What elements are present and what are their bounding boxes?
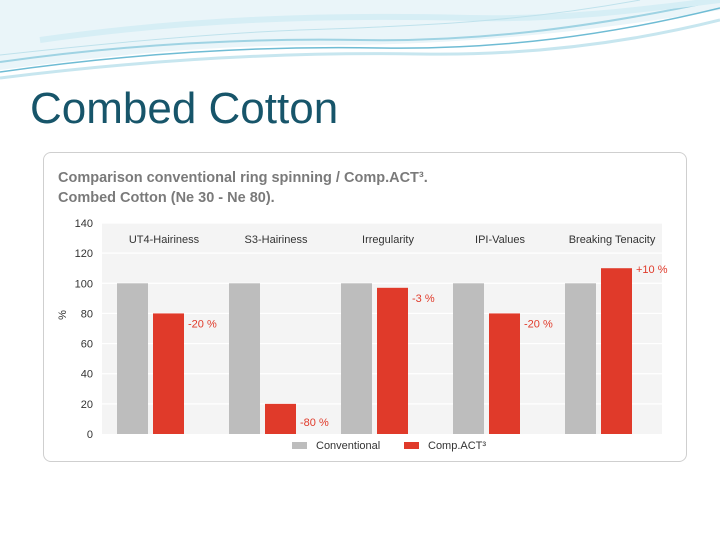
y-tick-label: 60 (81, 339, 93, 351)
bar-conventional (341, 283, 372, 434)
bar-conventional (117, 283, 148, 434)
legend-label: Conventional (316, 440, 380, 452)
chart-subtitle: Combed Cotton (Ne 30 - Ne 80). (58, 190, 275, 206)
y-axis-label: % (57, 310, 69, 320)
y-tick-label: 100 (75, 278, 93, 290)
category-label: UT4-Hairiness (129, 234, 200, 246)
bar-conventional (229, 283, 260, 434)
data-label: -80 % (300, 417, 329, 429)
header-wave-decoration (0, 0, 720, 80)
chart-panel: Comparison conventional ring spinning / … (43, 152, 687, 462)
chart-title: Comparison conventional ring spinning / … (58, 170, 428, 186)
category-label: Irregularity (362, 234, 414, 246)
y-tick-label: 40 (81, 369, 93, 381)
category-label: Breaking Tenacity (569, 234, 656, 246)
legend-swatch-compact (404, 442, 419, 449)
y-tick-label: 80 (81, 308, 93, 320)
data-label: -20 % (524, 318, 553, 330)
slide-title: Combed Cotton (30, 84, 339, 133)
y-tick-label: 20 (81, 399, 93, 411)
category-label: IPI-Values (475, 234, 525, 246)
legend-label: Comp.ACT³ (428, 440, 486, 452)
bar-compact (265, 403, 296, 434)
bar-compact (377, 287, 408, 434)
bar-conventional (453, 283, 484, 434)
data-label: +10 % (636, 264, 668, 276)
legend-swatch-conventional (292, 442, 307, 449)
bar-conventional (565, 283, 596, 434)
data-label: -3 % (412, 293, 435, 305)
bar-compact (601, 268, 632, 434)
category-label: S3-Hairiness (245, 234, 308, 246)
bar-chart: 0 20 40 60 80 100 120 140% UT4-Hairiness -20 % S3-… (57, 218, 668, 452)
data-label: -20 % (188, 318, 217, 330)
y-tick-label: 0 (87, 429, 93, 441)
bar-compact (489, 313, 520, 434)
chart-title-block: Comparison conventional ring spinning / … (58, 168, 428, 208)
bar-compact (153, 313, 184, 434)
y-tick-label: 120 (75, 248, 93, 260)
y-tick-label: 140 (75, 218, 93, 230)
